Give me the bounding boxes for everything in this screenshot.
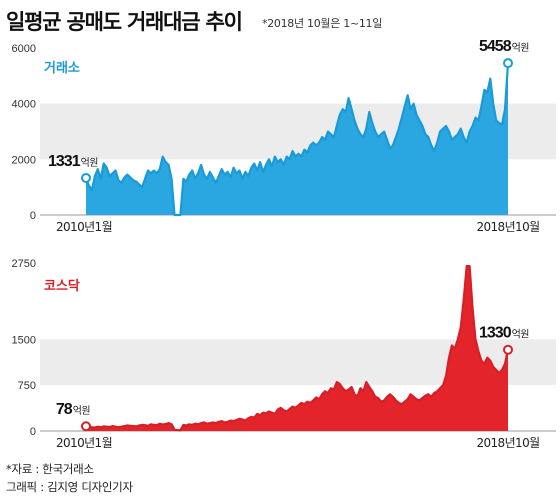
kosdaq-series-name: 코스닥 xyxy=(44,278,80,294)
kospi-series-line xyxy=(84,63,510,217)
kosdaq-area-series xyxy=(81,265,513,432)
kospi-start-value-label: 1331억원 xyxy=(48,153,98,170)
kosdaq-end-value-label: 1330억원 xyxy=(479,325,529,342)
kospi-end-point xyxy=(503,58,513,69)
kosdaq-y-tick-label: 1500 xyxy=(12,334,36,346)
kospi-x-start-label: 2010년1월 xyxy=(56,220,112,234)
footer: *자료 : 한국거래소 그래픽 : 김지영 디자인기자 xyxy=(6,460,133,496)
header: 일평균 공매도 거래대금 추이 *2018년 10월은 1~11일 xyxy=(0,0,560,40)
chart-note: *2018년 10월은 1~11일 xyxy=(262,17,383,30)
kosdaq-end-point xyxy=(503,344,513,355)
kospi-y-tick-label: 2000 xyxy=(12,154,36,166)
data-point-labels: 1331억원 5458억원 78억원 1330억원 xyxy=(48,38,530,418)
kospi-x-axis: 2010년1월 2018년10월 xyxy=(56,220,540,234)
kosdaq-y-tick-label: 2750 xyxy=(12,258,36,270)
kosdaq-y-tick-label: 0 xyxy=(30,426,36,438)
kosdaq-x-start-label: 2010년1월 xyxy=(56,436,112,450)
kospi-y-axis: 0 2000 4000 6000 xyxy=(12,43,36,222)
kosdaq-x-axis: 2010년1월 2018년10월 xyxy=(56,436,540,450)
kospi-end-value-label: 5458억원 xyxy=(479,38,529,55)
kospi-start-point xyxy=(81,172,91,183)
chart-title: 일평균 공매도 거래대금 추이 xyxy=(6,10,243,34)
kosdaq-y-axis: 0 750 1500 2750 xyxy=(12,258,36,438)
kospi-series-name: 거래소 xyxy=(44,61,80,76)
kosdaq-series-line xyxy=(85,265,510,432)
kospi-y-tick-label: 6000 xyxy=(12,43,36,55)
kospi-y-tick-label: 0 xyxy=(30,210,36,222)
kospi-y-tick-label: 4000 xyxy=(12,99,36,111)
kospi-x-end-label: 2018년10월 xyxy=(476,220,539,234)
kosdaq-start-point xyxy=(81,421,91,432)
kosdaq-x-end-label: 2018년10월 xyxy=(476,436,539,450)
source-note: *자료 : 한국거래소 xyxy=(6,462,94,476)
kospi-area-series xyxy=(81,58,513,217)
kosdaq-start-value-label: 78억원 xyxy=(56,401,90,418)
graphic-credit: 그래픽 : 김지영 디자인기자 xyxy=(6,480,133,494)
kosdaq-y-tick-label: 750 xyxy=(18,380,36,392)
kospi-area-fill xyxy=(86,63,508,215)
